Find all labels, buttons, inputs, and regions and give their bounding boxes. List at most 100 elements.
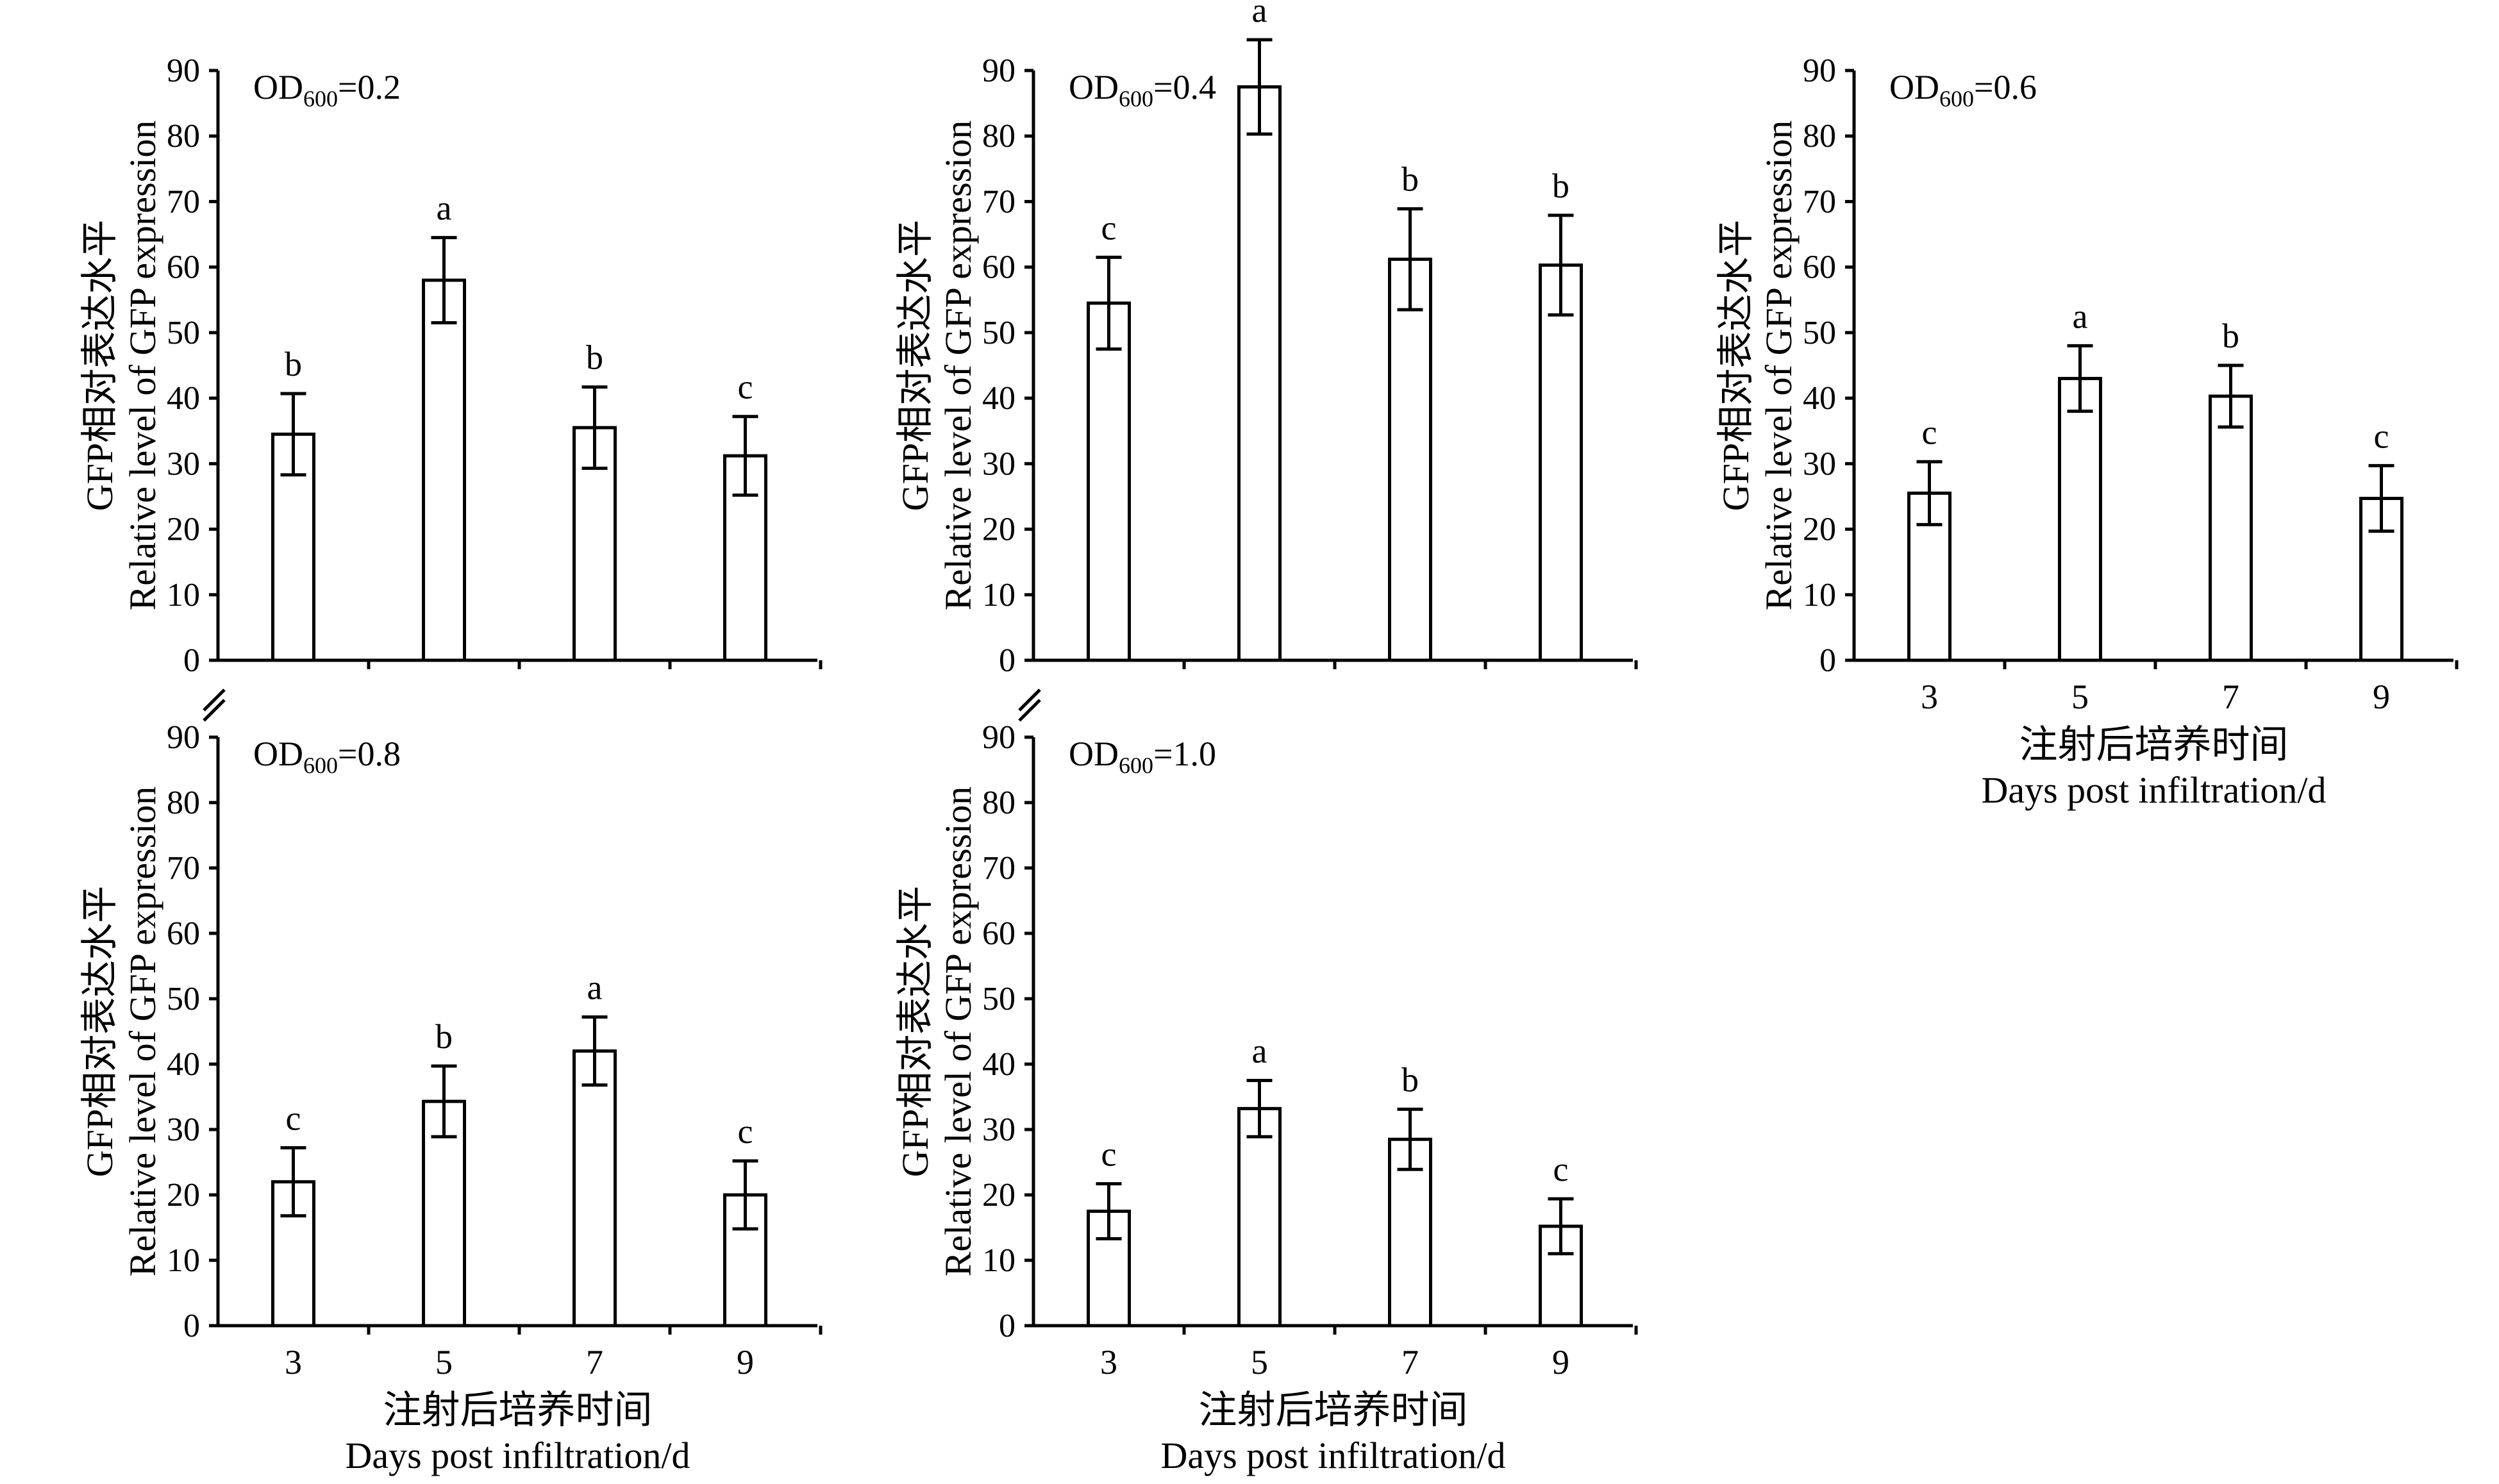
bar xyxy=(422,1099,466,1328)
x-tick-label: 3 xyxy=(1100,1343,1117,1381)
axis-break-line xyxy=(1018,688,1041,712)
x-tick-label: 9 xyxy=(737,1343,754,1381)
y-axis-label-cn: GFP相对表达水平 xyxy=(79,886,121,1177)
y-tick-label: 70 xyxy=(982,183,1015,220)
y-tick-label: 10 xyxy=(982,1242,1015,1279)
y-tick-label: 10 xyxy=(982,577,1015,613)
y-tick-label: 60 xyxy=(982,249,1015,286)
y-tick-label: 60 xyxy=(982,915,1015,952)
x-axis-label-en: Days post infiltration/d xyxy=(1981,769,2326,811)
y-axis-label-en: Relative level of GFP expression xyxy=(937,121,979,611)
panel-annotation: OD600=0.4 xyxy=(1069,68,1216,112)
y-tick-label: 20 xyxy=(982,1177,1015,1213)
y-tick-label: 90 xyxy=(982,53,1015,89)
significance-letter: b xyxy=(285,345,302,383)
y-axis-label-cn: GFP相对表达水平 xyxy=(1715,220,1757,511)
y-tick-label: 70 xyxy=(982,850,1015,887)
axis-break-line xyxy=(203,699,226,722)
significance-letter: b xyxy=(1401,1060,1419,1099)
y-tick-label: 20 xyxy=(167,1177,200,1213)
y-tick-label: 10 xyxy=(167,577,200,613)
significance-letter: c xyxy=(738,368,753,406)
bar xyxy=(1087,301,1131,662)
significance-letter: b xyxy=(1552,167,1569,205)
y-tick-label: 80 xyxy=(167,785,200,821)
y-tick-label: 60 xyxy=(1803,249,1836,286)
panel-annotation: OD600=0.2 xyxy=(253,68,401,112)
y-tick-label: 30 xyxy=(982,446,1015,482)
x-tick-label: 5 xyxy=(2071,678,2089,716)
y-tick-label: 60 xyxy=(167,249,200,286)
y-tick-label: 0 xyxy=(999,642,1015,679)
significance-letter: a xyxy=(1252,1032,1267,1071)
y-tick-label: 20 xyxy=(1803,512,1836,548)
panel-annotation: OD600=0.6 xyxy=(1889,68,2037,112)
significance-letter: a xyxy=(437,189,452,228)
x-axis-label-en: Days post infiltration/d xyxy=(1160,1435,1505,1476)
significance-letter: c xyxy=(1553,1150,1569,1188)
chart-panel: 0 10 20 30 40 50 60 70 80 90 c 3 a 5 b 7 c 9 OD600=1.0 GFP相… xyxy=(894,719,1638,1476)
y-axis-label-cn: GFP相对表达水平 xyxy=(894,886,936,1177)
x-tick-label: 3 xyxy=(285,1343,302,1381)
y-tick-label: 30 xyxy=(1803,446,1836,482)
chart-panel: 0 10 20 30 40 50 60 70 80 90 c 3 b 5 a 7 c 9 OD600=0.8 GFP相… xyxy=(79,719,823,1476)
significance-letter: c xyxy=(286,1099,301,1138)
y-tick-label: 70 xyxy=(1803,183,1836,220)
bar xyxy=(422,278,466,662)
x-axis-label-cn: 注射后培养时间 xyxy=(2019,724,2289,766)
x-tick-label: 5 xyxy=(1251,1343,1268,1381)
significance-letter: a xyxy=(2073,297,2088,335)
x-axis-label-cn: 注射后培养时间 xyxy=(1199,1389,1468,1431)
bar xyxy=(1237,85,1282,662)
y-axis-label-cn: GFP相对表达水平 xyxy=(894,220,936,511)
y-axis-label-en: Relative level of GFP expression xyxy=(937,787,979,1277)
x-tick-label: 5 xyxy=(435,1343,453,1381)
y-tick-label: 50 xyxy=(1803,315,1836,351)
y-tick-label: 70 xyxy=(167,183,200,220)
significance-letter: c xyxy=(1922,413,1937,451)
y-axis-label-en: Relative level of GFP expression xyxy=(122,121,163,611)
x-tick-label: 7 xyxy=(2222,678,2239,716)
y-tick-label: 70 xyxy=(167,850,200,887)
y-tick-label: 40 xyxy=(167,380,200,417)
y-tick-label: 80 xyxy=(1803,118,1836,154)
x-axis-label-en: Days post infiltration/d xyxy=(345,1435,690,1476)
bar xyxy=(1388,257,1432,662)
significance-letter: c xyxy=(2374,417,2389,455)
y-tick-label: 0 xyxy=(183,642,200,679)
significance-letter: b xyxy=(435,1017,453,1056)
x-tick-label: 9 xyxy=(1552,1343,1569,1381)
y-tick-label: 50 xyxy=(167,315,200,351)
x-tick-label: 3 xyxy=(1921,678,1938,716)
y-tick-label: 0 xyxy=(1819,642,1836,679)
chart-panel: 0 10 20 30 40 50 60 70 80 90 b a b c OD600=0.2 GFP相对表达水… xyxy=(79,53,823,679)
y-tick-label: 20 xyxy=(982,512,1015,548)
y-tick-label: 90 xyxy=(167,53,200,89)
significance-letter: a xyxy=(1252,0,1267,29)
significance-letter: b xyxy=(2222,317,2239,355)
bar xyxy=(2209,394,2253,662)
significance-letter: c xyxy=(1101,208,1117,247)
x-tick-label: 7 xyxy=(1401,1343,1419,1381)
axis-break-line xyxy=(1018,699,1041,722)
significance-letter: c xyxy=(1101,1135,1117,1174)
y-tick-label: 30 xyxy=(167,1112,200,1148)
bar xyxy=(2058,376,2102,662)
y-tick-label: 90 xyxy=(982,719,1015,756)
y-tick-label: 80 xyxy=(982,118,1015,154)
y-tick-label: 20 xyxy=(167,512,200,548)
axis-break-line xyxy=(203,688,226,712)
axis-break-mark xyxy=(203,688,226,722)
y-tick-label: 40 xyxy=(982,1046,1015,1083)
x-tick-label: 9 xyxy=(2373,678,2390,716)
y-tick-label: 90 xyxy=(1803,53,1836,89)
y-tick-label: 50 xyxy=(982,315,1015,351)
significance-letter: b xyxy=(1401,160,1419,199)
chart-panel: 0 10 20 30 40 50 60 70 80 90 c 3 a 5 b 7 c 9 OD600=0.6 GFP相… xyxy=(1715,53,2459,811)
y-tick-label: 80 xyxy=(982,785,1015,821)
y-axis-label-en: Relative level of GFP expression xyxy=(122,787,163,1277)
axis-break-mark xyxy=(1018,688,1041,722)
y-axis-label-cn: GFP相对表达水平 xyxy=(79,220,121,511)
chart-panel: 0 10 20 30 40 50 60 70 80 90 c a b b OD600=0.4 GFP相对表达水… xyxy=(894,0,1638,679)
